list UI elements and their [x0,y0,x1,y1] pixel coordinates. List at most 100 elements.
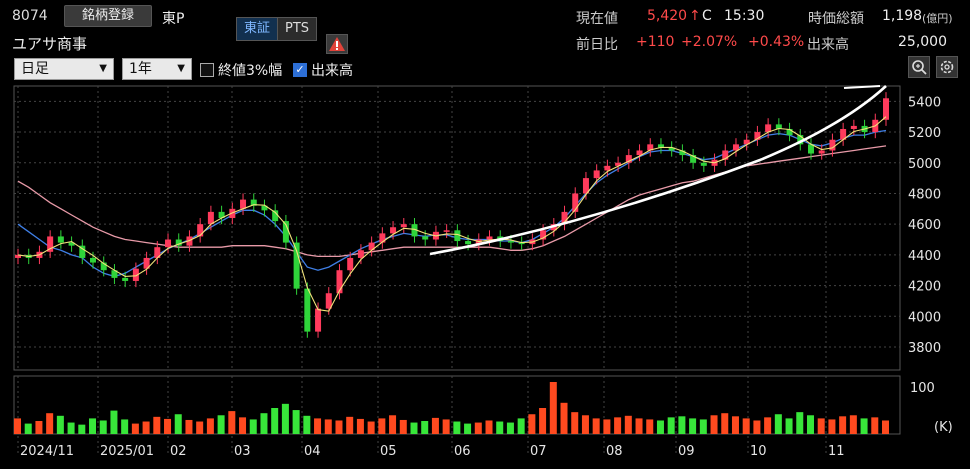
volume-bar [614,417,622,434]
volume-bar [571,412,579,434]
settings-icon [940,60,954,74]
volume-bar [464,423,472,434]
candle-body [604,165,611,171]
warning-button[interactable] [326,34,348,54]
time-tick-label: 2024/11 [20,444,74,459]
volume-bar [56,415,64,434]
checkbox-checked[interactable]: ✓ [293,63,307,77]
volume-bar [281,403,289,434]
volume-bar [710,415,718,434]
time-tick-label: 02 [170,444,187,459]
candle-body [465,241,472,245]
candle-body [883,98,889,120]
candle-body [668,147,675,151]
volume-bar [828,419,836,434]
volume-bar [378,418,386,434]
change-percent-2: +0.43% [748,34,805,50]
settings-button[interactable] [936,56,958,78]
candle-body [68,242,75,246]
period-select[interactable]: 日足 ▼ [14,58,114,80]
candle-body [282,221,289,243]
volume-bar [774,414,782,434]
candle-body [850,125,857,129]
volume-bar [174,414,182,434]
volume-checkbox[interactable]: ✓ 出来高 [293,60,353,80]
volume-bar [474,422,482,434]
volume-bar [806,415,814,434]
tab-pts[interactable]: PTS [278,18,317,40]
price-time: 15:30 [724,8,765,24]
volume-bar [89,418,97,434]
candle-body [250,199,257,206]
candle-body [636,150,643,156]
time-tick-label: 10 [750,444,767,459]
candle-body [197,224,204,237]
candle-body [582,178,589,194]
stock-code: 8074 [12,8,48,24]
volume-bar [67,422,75,434]
volume-bar [624,415,632,434]
candle-body [400,224,407,228]
zoom-button[interactable] [908,56,930,78]
volume-bar [24,423,32,434]
candle-body [390,227,397,234]
volume-bar [164,418,172,434]
volume-bar [46,413,54,434]
candle-body [207,211,214,225]
volume-bar [839,416,847,434]
volume-bar [721,413,729,434]
market-cap-value: 1,198 [882,8,923,24]
volume-bar [496,421,504,434]
volume-check-label: 出来高 [311,63,353,79]
volume-bar [228,411,236,434]
volume-bar [314,418,322,434]
tab-tosho[interactable]: 東証 [237,18,279,40]
warning-icon [329,37,345,51]
volume-bar [389,415,397,434]
volume-bar [549,382,557,434]
volume-bar [753,420,761,434]
volume-bar [35,421,43,434]
change-value: +110 [636,34,675,50]
price-tick-label: 4800 [908,187,941,202]
volume-bar [78,424,86,434]
volume-bar [324,419,332,434]
time-tick-label: 11 [828,444,845,459]
change-percent: +2.07% [681,34,738,50]
price-tick-label: 4000 [908,310,941,325]
time-tick-label: 04 [304,444,321,459]
volume-bar [849,415,857,434]
volume-bar [99,420,107,434]
candle-body [775,124,782,129]
volume-bar [367,421,375,434]
volume-bar [239,417,247,434]
candle-body [411,224,418,237]
volume-bar [110,410,118,434]
candle-body [786,128,793,136]
checkbox-box[interactable] [200,63,214,77]
time-tick-label: 08 [606,444,623,459]
volume-bar [699,419,707,434]
volume-bar [399,419,407,434]
volume-bar [442,419,450,434]
volume-bar [142,421,150,434]
candle-body [325,293,332,309]
candle-body [572,193,579,212]
range-select[interactable]: 1年 ▼ [122,58,192,80]
candle-body [540,230,547,240]
time-tick-label: 09 [678,444,695,459]
register-watchlist-button[interactable]: 銘柄登録 [64,5,152,27]
candle-body [754,132,761,140]
volume-bar [335,420,343,434]
candle-body [132,268,139,281]
candle-body [615,162,622,166]
candle-body [90,257,97,263]
volume-bar [346,416,354,434]
price-panel-frame [13,85,901,371]
range-select-value: 1年 [129,61,152,77]
volume-bar [581,415,589,434]
price-flag: C [702,8,712,24]
candle-body [807,144,814,154]
close3-checkbox[interactable]: 終値3%幅 [200,60,282,80]
